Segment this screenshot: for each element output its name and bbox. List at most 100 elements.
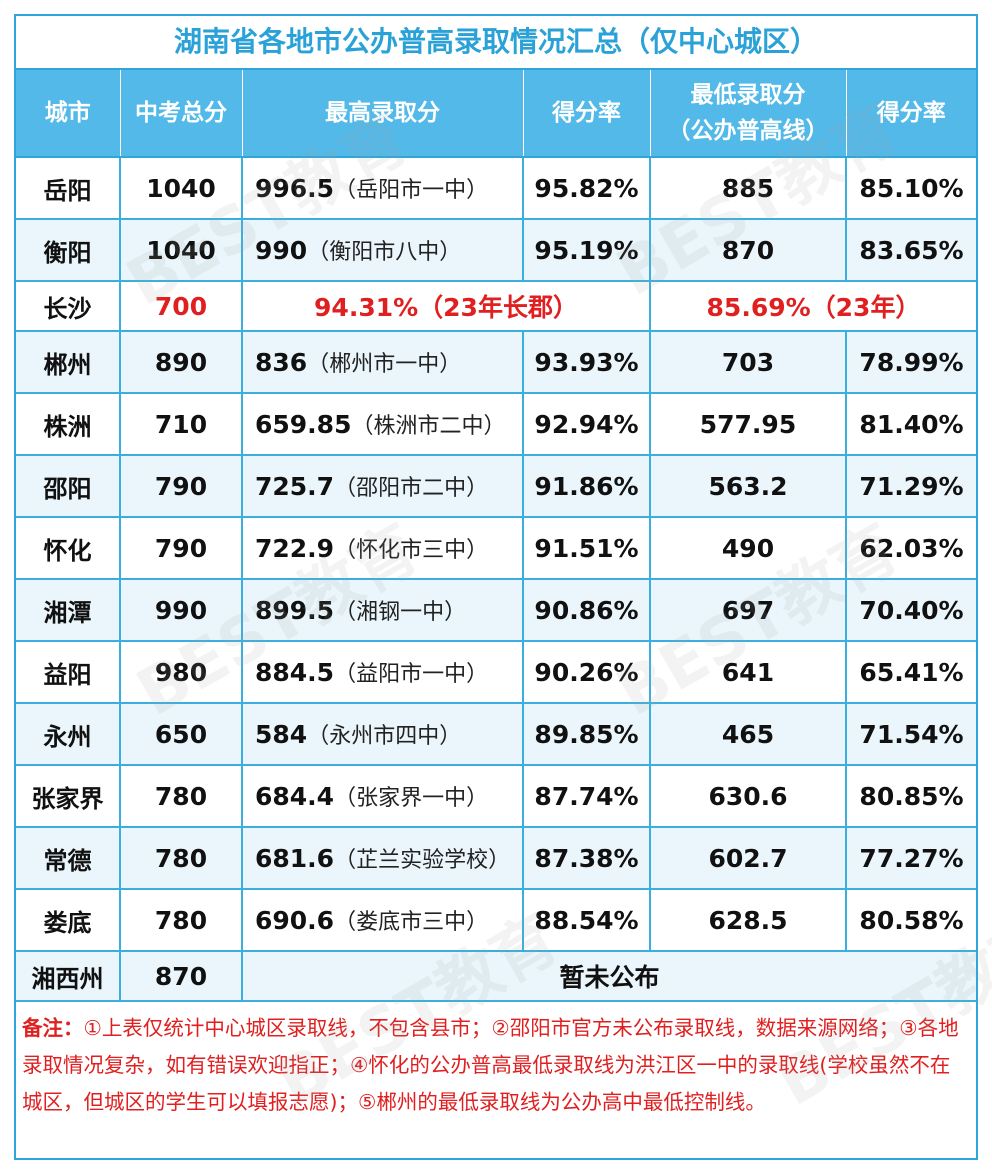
- notes-label: 备注：: [22, 1016, 84, 1040]
- table-row: 郴州 890 836（郴州市一中） 93.93% 703 78.99%: [16, 331, 976, 394]
- city-cell: 娄底: [16, 889, 121, 952]
- rate2-cell: 71.29%: [846, 455, 976, 518]
- highest-score: 690.6: [255, 906, 335, 935]
- rate2-cell: 71.54%: [846, 703, 976, 766]
- city-cell: 衡阳: [16, 219, 121, 282]
- rate2-cell: 62.03%: [846, 517, 976, 580]
- total-cell: 890: [120, 331, 243, 394]
- lowest-cell: 641: [650, 641, 847, 704]
- table-row: 永州 650 584（永州市四中） 89.85% 465 71.54%: [16, 703, 976, 766]
- city-cell: 常德: [16, 827, 121, 890]
- header-lowest: 最低录取分 （公办普高线）: [650, 70, 847, 158]
- header-city: 城市: [16, 70, 121, 158]
- highest-school: （永州市四中）: [307, 724, 462, 749]
- header-highest: 最高录取分: [242, 70, 524, 158]
- table-row: 衡阳 1040 990（衡阳市八中） 95.19% 870 83.65%: [16, 219, 976, 282]
- highest-score: 990: [255, 236, 308, 265]
- city-cell: 岳阳: [16, 157, 121, 220]
- total-cell: 1040: [120, 219, 243, 282]
- city-cell: 湘西州: [16, 951, 121, 1002]
- city-cell: 益阳: [16, 641, 121, 704]
- city-cell: 邵阳: [16, 455, 121, 518]
- highest-cell: 584（永州市四中）: [242, 703, 524, 766]
- highest-cell: 884.5（益阳市一中）: [242, 641, 524, 704]
- lowest-cell: 885: [650, 157, 847, 220]
- rate1-cell: 88.54%: [523, 889, 651, 952]
- summary-table-frame: 湖南省各地市公办普高录取情况汇总（仅中心城区） 城市 中考总分 最高录取分 得分…: [14, 14, 978, 1160]
- lowest-cell: 628.5: [650, 889, 847, 952]
- total-cell: 790: [120, 455, 243, 518]
- highest-school: （株洲市二中）: [351, 414, 506, 439]
- city-cell: 株洲: [16, 393, 121, 456]
- merged-low-cell: 85.69%（23年）: [650, 281, 976, 332]
- highest-school: （芷兰实验学校）: [334, 848, 511, 873]
- rate1-cell: 87.38%: [523, 827, 651, 890]
- highest-school: （湘钢一中）: [334, 600, 467, 625]
- highest-score: 684.4: [255, 782, 335, 811]
- total-cell: 780: [120, 765, 243, 828]
- highest-school: （怀化市三中）: [334, 538, 489, 563]
- highest-score: 584: [255, 720, 308, 749]
- table-body: 岳阳 1040 996.5（岳阳市一中） 95.82% 885 85.10% 衡阳 1040 9…: [16, 157, 976, 1002]
- highest-school: （郴州市一中）: [307, 352, 462, 377]
- rate1-cell: 91.86%: [523, 455, 651, 518]
- highest-cell: 725.7（邵阳市二中）: [242, 455, 524, 518]
- rate2-cell: 81.40%: [846, 393, 976, 456]
- rate2-cell: 65.41%: [846, 641, 976, 704]
- lowest-cell: 703: [650, 331, 847, 394]
- rate2-cell: 80.58%: [846, 889, 976, 952]
- total-cell: 700: [120, 281, 243, 332]
- highest-cell: 690.6（娄底市三中）: [242, 889, 524, 952]
- total-cell: 990: [120, 579, 243, 642]
- rate2-cell: 70.40%: [846, 579, 976, 642]
- highest-cell: 722.9（怀化市三中）: [242, 517, 524, 580]
- highest-cell: 990（衡阳市八中）: [242, 219, 524, 282]
- table-row: 怀化 790 722.9（怀化市三中） 91.51% 490 62.03%: [16, 517, 976, 580]
- notes-text: ①上表仅统计中心城区录取线，不包含县市；②邵阳市官方未公布录取线，数据来源网络；…: [22, 1016, 959, 1114]
- rate1-cell: 90.26%: [523, 641, 651, 704]
- rate1-cell: 93.93%: [523, 331, 651, 394]
- rate1-cell: 95.19%: [523, 219, 651, 282]
- rate2-cell: 77.27%: [846, 827, 976, 890]
- lowest-cell: 465: [650, 703, 847, 766]
- lowest-cell: 870: [650, 219, 847, 282]
- lowest-cell: 697: [650, 579, 847, 642]
- highest-school: （张家界一中）: [334, 786, 489, 811]
- table-row: 株洲 710 659.85（株洲市二中） 92.94% 577.95 81.40%: [16, 393, 976, 456]
- lowest-cell: 490: [650, 517, 847, 580]
- highest-cell: 681.6（芷兰实验学校）: [242, 827, 524, 890]
- city-cell: 郴州: [16, 331, 121, 394]
- rate1-cell: 87.74%: [523, 765, 651, 828]
- rate2-cell: 80.85%: [846, 765, 976, 828]
- total-cell: 780: [120, 889, 243, 952]
- highest-score: 722.9: [255, 534, 335, 563]
- highest-school: （岳阳市一中）: [334, 178, 489, 203]
- city-cell: 张家界: [16, 765, 121, 828]
- total-cell: 710: [120, 393, 243, 456]
- city-cell: 长沙: [16, 281, 121, 332]
- admission-table: 城市 中考总分 最高录取分 得分率 最低录取分 （公办普高线） 得分率 岳阳 10…: [16, 70, 976, 1002]
- highest-score: 996.5: [255, 174, 335, 203]
- unpublished-cell: 暂未公布: [242, 951, 976, 1002]
- highest-cell: 836（郴州市一中）: [242, 331, 524, 394]
- table-row: 邵阳 790 725.7（邵阳市二中） 91.86% 563.2 71.29%: [16, 455, 976, 518]
- highest-score: 836: [255, 348, 308, 377]
- highest-cell: 899.5（湘钢一中）: [242, 579, 524, 642]
- table-row: 张家界 780 684.4（张家界一中） 87.74% 630.6 80.85%: [16, 765, 976, 828]
- lowest-cell: 563.2: [650, 455, 847, 518]
- city-cell: 永州: [16, 703, 121, 766]
- table-row: 岳阳 1040 996.5（岳阳市一中） 95.82% 885 85.10%: [16, 157, 976, 220]
- highest-score: 725.7: [255, 472, 335, 501]
- table-title: 湖南省各地市公办普高录取情况汇总（仅中心城区）: [16, 16, 976, 70]
- rate1-cell: 91.51%: [523, 517, 651, 580]
- city-cell: 湘潭: [16, 579, 121, 642]
- highest-score: 899.5: [255, 596, 335, 625]
- highest-cell: 659.85（株洲市二中）: [242, 393, 524, 456]
- total-cell: 790: [120, 517, 243, 580]
- table-row: 益阳 980 884.5（益阳市一中） 90.26% 641 65.41%: [16, 641, 976, 704]
- header-rate2: 得分率: [846, 70, 976, 158]
- rate2-cell: 83.65%: [846, 219, 976, 282]
- rate1-cell: 89.85%: [523, 703, 651, 766]
- lowest-cell: 577.95: [650, 393, 847, 456]
- total-cell: 780: [120, 827, 243, 890]
